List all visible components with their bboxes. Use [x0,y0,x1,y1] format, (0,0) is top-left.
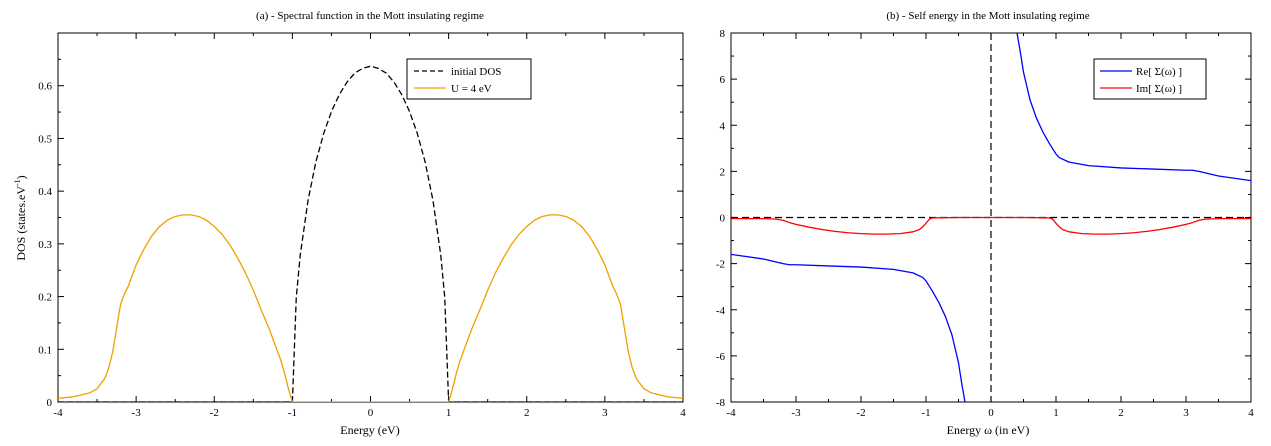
chart-b-ytick-label: 4 [720,120,726,132]
chart-a-xtick-label: -1 [288,407,297,419]
chart-a-xtick-label: 2 [524,407,530,419]
chart-a-xlabel: Energy (eV) [340,423,399,437]
chart-a-ytick-label: 0.2 [38,292,52,304]
chart-b-series-line-0 [731,253,966,402]
chart-a-xtick-label: 3 [602,407,608,419]
chart-b-ticks: -4 -3 -2 -1 0 1 2 3 4 -8 -6 -4 -2 0 2 4 6 8 [716,28,1254,419]
chart-b-xtick-label: 1 [1053,407,1059,419]
chart-a-plot-frame [57,32,684,403]
chart-b-legend-label-re: Re[ Σ(ω) ] [1136,66,1182,78]
chart-b-ytick-label: -2 [716,259,725,271]
panel-a-spectral-function: (a) - Spectral function in the Mott insu… [13,10,686,437]
chart-b-legend: Re[ Σ(ω) ] Im[ Σ(ω) ] [1093,58,1207,100]
chart-a-ticks: -4 -3 -2 -1 0 1 2 3 4 0 0.1 0.2 0.3 0.4 0.5 0.6 [38,33,686,419]
chart-a-xtick-label: 0 [368,407,374,419]
chart-a-ytick-label: 0.1 [38,344,52,356]
chart-a-series-group [58,65,683,402]
chart-a-ylabel: DOS (states.eV-1) [13,175,28,260]
panel-b-self-energy: (b) - Self energy in the Mott insulating… [716,10,1254,437]
chart-b-xtick-label: 0 [988,407,994,419]
chart-b-ytick-label: 8 [720,28,726,40]
chart-a-series-line-1 [58,214,683,402]
chart-a-xtick-label: -4 [53,407,63,419]
chart-a-ylabel-sup: -1 [13,179,22,186]
chart-a-xtick-label: -2 [210,407,219,419]
chart-b-ytick-label: 0 [720,213,726,225]
chart-b-ytick-label: 6 [720,74,726,86]
chart-b-xtick-label: 4 [1248,407,1254,419]
chart-b-ytick-label: -4 [716,305,726,317]
chart-b-xtick-label: -3 [791,407,801,419]
chart-b-title: (b) - Self energy in the Mott insulating… [886,10,1089,22]
chart-b-xtick-label: -1 [921,407,930,419]
chart-a-ytick-label: 0.4 [38,186,52,198]
chart-a-ylabel-tail: ) [14,175,28,179]
chart-a-legend-label-initial-dos: initial DOS [451,66,501,78]
chart-a-xtick-label: -3 [132,407,142,419]
chart-b-legend-label-im: Im[ Σ(ω) ] [1136,83,1182,95]
chart-a-xtick-label: 1 [446,407,452,419]
chart-b-xtick-label: -4 [726,407,736,419]
chart-a-legend: initial DOS U = 4 eV [406,58,532,100]
chart-a-ytick-label: 0.6 [38,81,52,93]
chart-a-series-line-0 [58,65,683,402]
chart-b-ytick-label: 2 [720,166,726,178]
chart-b-xlabel: Energy ω (in eV) [947,423,1030,437]
chart-b-xtick-label: 2 [1118,407,1124,419]
chart-b-xtick-label: -2 [856,407,865,419]
chart-a-title: (a) - Spectral function in the Mott insu… [256,10,484,22]
chart-b-series-line-1 [1016,33,1251,182]
chart-b-xtick-label: 3 [1183,407,1189,419]
chart-a-ytick-label: 0.3 [38,239,52,251]
chart-b-ytick-label: -6 [716,351,726,363]
chart-b-series-line-2 [731,216,1251,235]
chart-b-series-group [731,33,1251,402]
chart-a-legend-label-u4: U = 4 eV [451,83,492,95]
chart-b-legend-box [1093,58,1207,100]
chart-a-ytick-label: 0 [47,397,53,409]
chart-a-legend-box [406,58,532,100]
chart-a-xtick-label: 4 [680,407,686,419]
chart-a-ylabel-main: DOS (states.eV [14,186,28,261]
chart-b-ytick-label: -8 [716,397,726,409]
chart-a-ytick-label: 0.5 [38,133,52,145]
